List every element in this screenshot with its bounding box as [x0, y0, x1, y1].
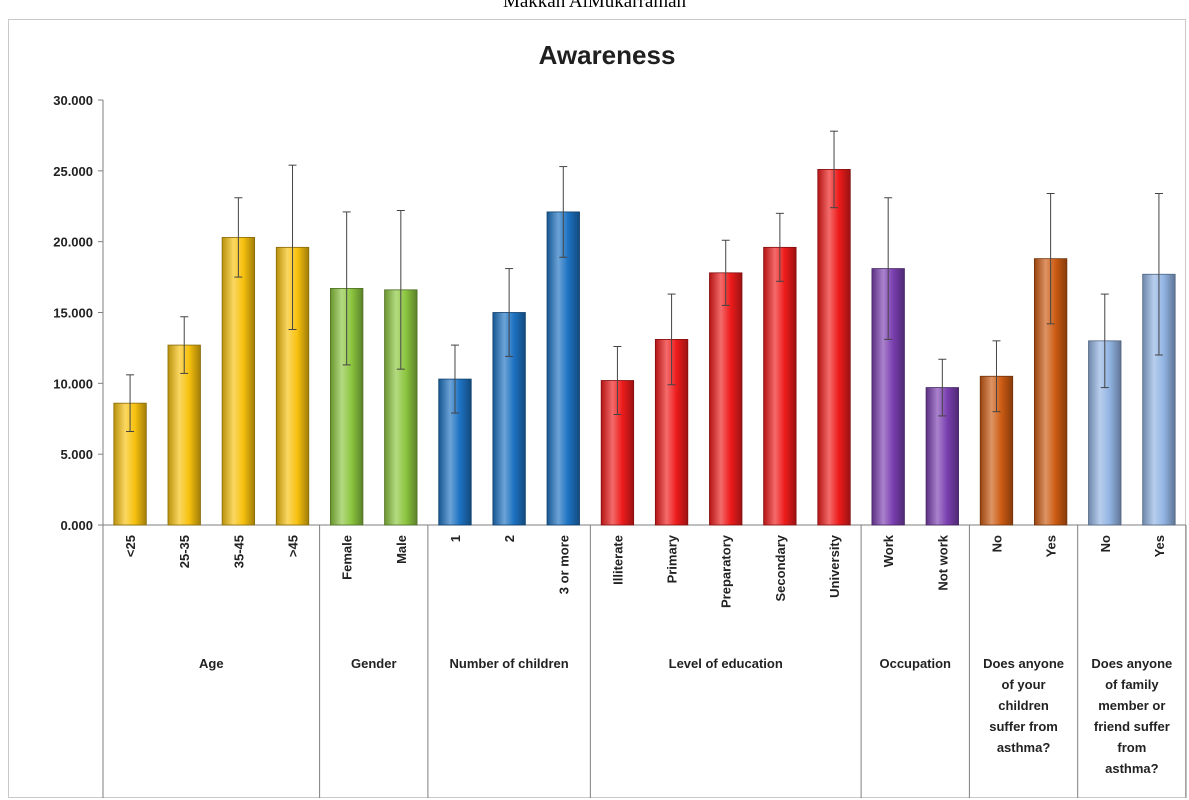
group-label: Does anyone [1091, 656, 1172, 671]
category-label: 3 or more [556, 535, 571, 594]
bar-level-3 [709, 272, 743, 526]
category-label: 25-35 [177, 535, 192, 568]
category-label: No [989, 535, 1004, 552]
group-label: suffer from [989, 719, 1058, 734]
category-label: Female [340, 535, 355, 580]
bar-level-5 [817, 169, 851, 526]
category-label: No [1098, 535, 1113, 552]
group-label: friend suffer [1094, 719, 1170, 734]
category-label: 35-45 [231, 535, 246, 568]
category-label: Illiterate [610, 535, 625, 585]
y-tick-label: 20.000 [53, 235, 93, 250]
group-label: Occupation [879, 656, 951, 671]
category-label: Work [881, 534, 896, 567]
category-label: 2 [502, 535, 517, 542]
group-label: Level of education [669, 656, 783, 671]
y-tick-label: 15.000 [53, 306, 93, 321]
group-label: children [998, 698, 1049, 713]
category-label: Preparatory [719, 534, 734, 608]
bars [113, 130, 1176, 526]
y-tick-label: 5.000 [60, 447, 93, 462]
group-label: member or [1098, 698, 1165, 713]
bar-number-3 [546, 211, 580, 526]
y-tick-label: 0.000 [60, 518, 93, 533]
category-label: <25 [123, 535, 138, 557]
group-label: asthma? [1105, 761, 1159, 776]
group-label: of your [1002, 677, 1046, 692]
group-label: of family [1105, 677, 1159, 692]
category-label: Yes [1044, 535, 1059, 557]
category-label: Secondary [773, 534, 788, 601]
group-label: Age [199, 656, 224, 671]
bar-age-1 [113, 402, 147, 526]
category-labels: <25 25-35 35-45 >45 Age Female Male Gender 1 2 3 o… [123, 534, 1172, 776]
category-label: University [827, 534, 842, 598]
category-label: Male [394, 535, 409, 564]
chart-title: Awareness [539, 40, 676, 70]
y-tick-label: 10.000 [53, 376, 93, 391]
category-label: Yes [1152, 535, 1167, 557]
group-label: Number of children [450, 656, 569, 671]
group-label: Gender [351, 656, 397, 671]
group-label: Does anyone [983, 656, 1064, 671]
y-axis: 0.000 5.000 10.000 15.000 20.000 25.000 30.000 [53, 93, 1187, 798]
figure-caption: Makkah AlMukarramah [502, 0, 687, 12]
category-label: Not work [935, 534, 950, 590]
bar-level-4 [763, 246, 797, 526]
category-label: Primary [665, 534, 680, 583]
group-label: from [1117, 740, 1146, 755]
category-label: 1 [448, 535, 463, 542]
group-label: asthma? [997, 740, 1051, 755]
y-tick-label: 30.000 [53, 93, 93, 108]
category-label: >45 [286, 535, 301, 557]
bar-age-3 [221, 237, 256, 526]
y-tick-label: 25.000 [53, 164, 93, 179]
